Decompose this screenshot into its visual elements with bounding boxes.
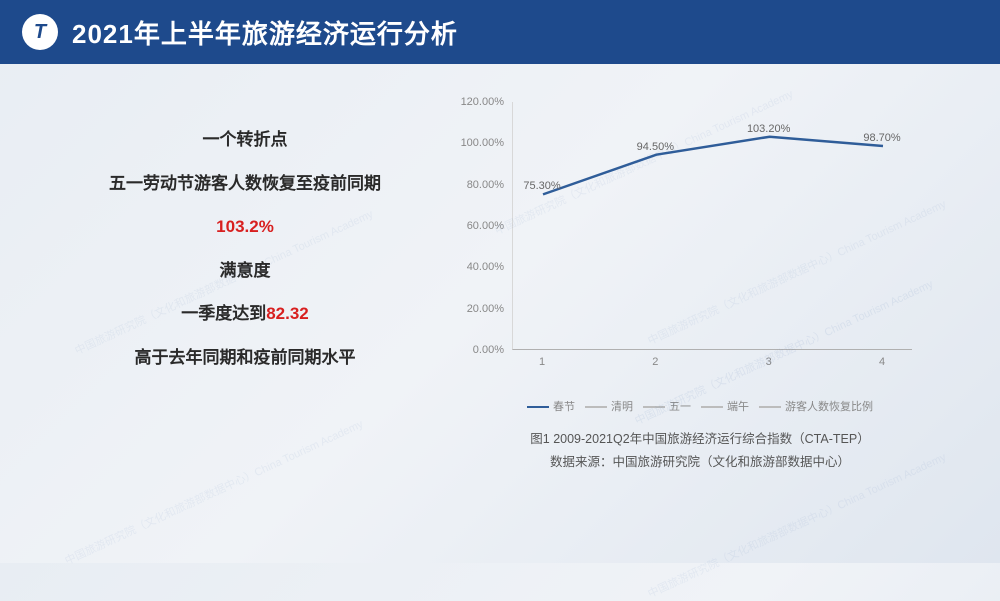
series-line <box>543 137 883 195</box>
y-tick-label: 0.00% <box>473 344 504 356</box>
value-103-2: 103.2% <box>216 217 274 236</box>
x-tick-label: 1 <box>539 356 545 368</box>
caption-line-1: 图1 2009-2021Q2年中国旅游经济运行综合指数（CTA-TEP） <box>440 428 960 451</box>
text-satisfaction: 满意度 <box>60 258 430 284</box>
text-may-recovery: 五一劳动节游客人数恢复至疫前同期 <box>60 171 430 197</box>
chart-caption: 图1 2009-2021Q2年中国旅游经济运行综合指数（CTA-TEP） 数据来… <box>440 428 960 473</box>
caption-line-2: 数据来源：中国旅游研究院（文化和旅游部数据中心） <box>440 451 960 474</box>
data-point-label: 103.20% <box>747 123 790 135</box>
legend-label: 端午 <box>727 401 749 413</box>
value-82-32: 82.32 <box>266 304 309 323</box>
y-axis: 0.00% 20.00% 40.00% 60.00% 80.00% 100.00% 120.… <box>450 94 508 354</box>
legend-swatch <box>701 406 723 408</box>
legend-swatch <box>585 406 607 408</box>
y-tick-label: 100.00% <box>461 137 504 149</box>
left-text-panel: 一个转折点 五一劳动节游客人数恢复至疫前同期 103.2% 满意度 一季度达到8… <box>20 94 440 553</box>
plot-area <box>512 102 912 350</box>
slide-content: 一个转折点 五一劳动节游客人数恢复至疫前同期 103.2% 满意度 一季度达到8… <box>0 64 1000 563</box>
data-point-label: 94.50% <box>637 141 674 153</box>
chart-legend: 春节 清明 五一 端午 游客人数恢复比例 <box>440 398 960 414</box>
legend-item: 端午 <box>701 398 749 414</box>
chart-svg <box>513 102 913 350</box>
y-tick-label: 20.00% <box>467 303 504 315</box>
legend-item: 游客人数恢复比例 <box>759 398 873 414</box>
logo-letter: T <box>34 21 46 44</box>
data-point-label: 75.30% <box>523 180 560 192</box>
slide-title: 2021年上半年旅游经济运行分析 <box>72 14 458 51</box>
y-tick-label: 60.00% <box>467 220 504 232</box>
x-tick-label: 2 <box>652 356 658 368</box>
y-tick-label: 120.00% <box>461 96 504 108</box>
legend-swatch <box>643 406 665 408</box>
text-higher-than: 高于去年同期和疫前同期水平 <box>60 345 430 371</box>
logo-badge: T <box>22 14 58 50</box>
right-chart-panel: 0.00% 20.00% 40.00% 60.00% 80.00% 100.00% 120.… <box>440 94 980 553</box>
x-tick-label: 3 <box>766 356 772 368</box>
x-tick-label: 4 <box>879 356 885 368</box>
data-point-label: 98.70% <box>863 132 900 144</box>
text-q1-prefix: 一季度达到 <box>181 304 266 323</box>
legend-swatch <box>759 406 781 408</box>
legend-item: 清明 <box>585 398 633 414</box>
legend-label: 五一 <box>669 401 691 413</box>
y-tick-label: 40.00% <box>467 261 504 273</box>
legend-label: 清明 <box>611 401 633 413</box>
legend-label: 春节 <box>553 401 575 413</box>
legend-swatch <box>527 406 549 408</box>
legend-item: 春节 <box>527 398 575 414</box>
text-turning-point: 一个转折点 <box>60 127 430 153</box>
y-tick-label: 80.00% <box>467 179 504 191</box>
legend-label: 游客人数恢复比例 <box>785 401 873 413</box>
line-chart: 0.00% 20.00% 40.00% 60.00% 80.00% 100.00% 120.… <box>450 94 920 394</box>
legend-item: 五一 <box>643 398 691 414</box>
slide-header: T 2021年上半年旅游经济运行分析 <box>0 0 1000 64</box>
